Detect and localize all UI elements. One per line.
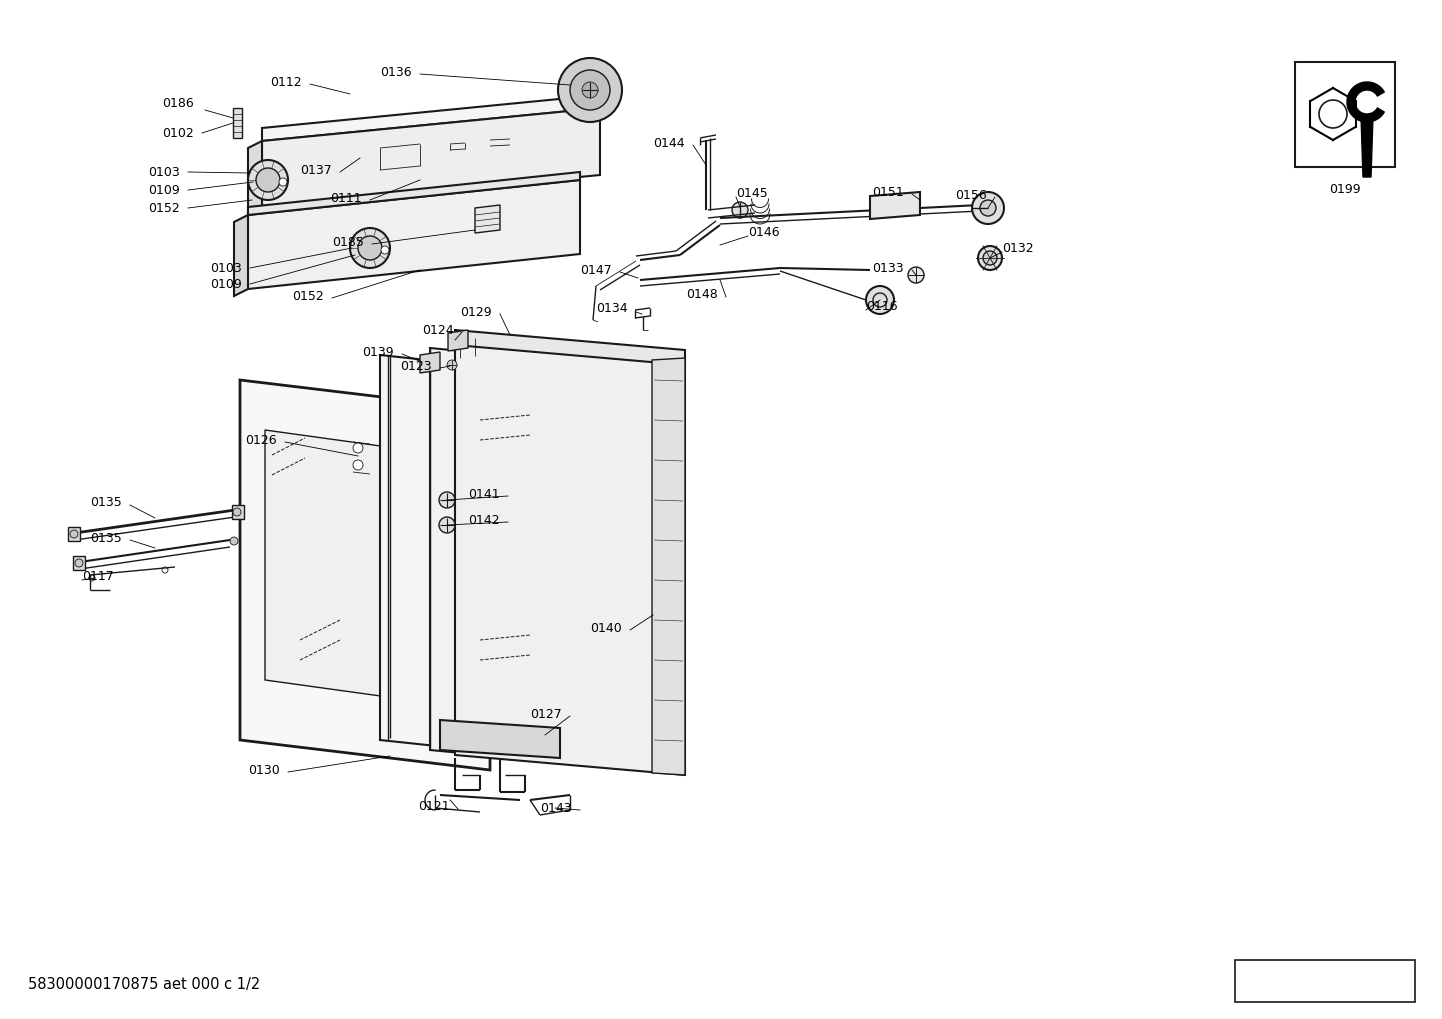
Circle shape — [278, 178, 287, 186]
Text: 0130: 0130 — [248, 763, 280, 776]
Text: 58300000170875 aet 000 c 1/2: 58300000170875 aet 000 c 1/2 — [27, 977, 260, 993]
Text: 0134: 0134 — [596, 302, 627, 315]
Polygon shape — [870, 192, 920, 219]
Text: 0129: 0129 — [460, 306, 492, 319]
Text: 0152: 0152 — [149, 202, 180, 215]
Circle shape — [71, 530, 78, 538]
Bar — [74, 556, 85, 570]
Circle shape — [983, 251, 996, 265]
Circle shape — [570, 70, 610, 110]
Polygon shape — [1361, 116, 1373, 177]
Text: 0109: 0109 — [149, 183, 180, 197]
Text: 0126: 0126 — [245, 433, 277, 446]
Text: 0121: 0121 — [418, 801, 450, 813]
Text: 0147: 0147 — [580, 264, 611, 276]
Circle shape — [353, 460, 363, 470]
Text: 0132: 0132 — [1002, 242, 1034, 255]
Text: 0117: 0117 — [82, 570, 114, 583]
Polygon shape — [234, 215, 248, 296]
Polygon shape — [248, 141, 262, 215]
Text: 0124: 0124 — [423, 323, 454, 336]
Polygon shape — [262, 108, 600, 208]
Polygon shape — [456, 330, 685, 365]
Circle shape — [908, 267, 924, 283]
Text: 0186: 0186 — [162, 97, 193, 109]
Polygon shape — [262, 95, 600, 141]
Text: 0127: 0127 — [531, 707, 562, 720]
Polygon shape — [430, 348, 660, 772]
Text: 0116: 0116 — [867, 300, 897, 313]
Circle shape — [358, 236, 382, 260]
Circle shape — [981, 200, 996, 216]
Text: 0103: 0103 — [211, 262, 242, 274]
Text: 0136: 0136 — [381, 65, 411, 78]
Circle shape — [558, 58, 622, 122]
Circle shape — [438, 517, 456, 533]
Text: 0145: 0145 — [735, 186, 767, 200]
Circle shape — [972, 192, 1004, 224]
Polygon shape — [265, 430, 460, 707]
Polygon shape — [381, 355, 614, 765]
Circle shape — [381, 246, 389, 254]
Text: 0112: 0112 — [270, 75, 301, 89]
Text: 0144: 0144 — [653, 137, 685, 150]
Circle shape — [75, 559, 84, 567]
Circle shape — [257, 168, 280, 192]
Text: 0142: 0142 — [469, 514, 499, 527]
Text: 0151: 0151 — [872, 185, 904, 199]
Polygon shape — [1347, 82, 1384, 122]
Polygon shape — [234, 108, 242, 138]
Polygon shape — [456, 340, 685, 775]
Text: 0111: 0111 — [330, 192, 362, 205]
Polygon shape — [474, 205, 500, 233]
Text: 0143: 0143 — [539, 802, 571, 814]
Circle shape — [978, 246, 1002, 270]
Circle shape — [1319, 100, 1347, 128]
Circle shape — [248, 160, 288, 200]
Text: 0185: 0185 — [332, 235, 363, 249]
Text: 0139: 0139 — [362, 345, 394, 359]
Text: 0133: 0133 — [872, 262, 904, 274]
Polygon shape — [420, 352, 440, 373]
Polygon shape — [440, 720, 559, 758]
Text: 0103: 0103 — [149, 165, 180, 178]
Circle shape — [350, 228, 389, 268]
Text: 0135: 0135 — [89, 532, 121, 544]
Circle shape — [447, 360, 457, 370]
Circle shape — [353, 443, 363, 453]
Bar — [68, 527, 79, 541]
Text: 0141: 0141 — [469, 487, 499, 500]
Text: 0148: 0148 — [686, 288, 718, 302]
Polygon shape — [448, 330, 469, 351]
Bar — [1234, 960, 1415, 1002]
Polygon shape — [248, 172, 580, 215]
Text: 0102: 0102 — [162, 126, 193, 140]
Circle shape — [733, 202, 748, 218]
Polygon shape — [652, 358, 685, 775]
Bar — [1295, 62, 1394, 167]
Text: 0135: 0135 — [89, 496, 121, 510]
Text: 0123: 0123 — [399, 360, 431, 373]
Circle shape — [583, 82, 598, 98]
Text: 0199: 0199 — [1330, 183, 1361, 196]
Text: 0146: 0146 — [748, 225, 780, 238]
Text: 0109: 0109 — [211, 277, 242, 290]
Text: 0156: 0156 — [955, 189, 986, 202]
Circle shape — [234, 508, 241, 516]
Bar — [232, 505, 244, 519]
Circle shape — [231, 537, 238, 545]
Circle shape — [438, 492, 456, 508]
Text: 0137: 0137 — [300, 163, 332, 176]
Polygon shape — [248, 180, 580, 289]
Polygon shape — [239, 380, 490, 770]
Text: 0152: 0152 — [291, 289, 324, 303]
Text: 0140: 0140 — [590, 622, 622, 635]
Circle shape — [867, 286, 894, 314]
